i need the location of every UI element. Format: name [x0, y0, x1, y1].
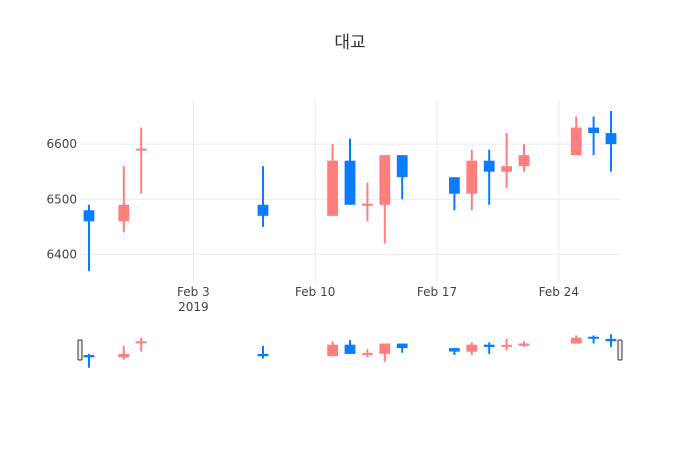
candle-mini	[501, 338, 512, 351]
candle-body	[501, 166, 512, 172]
y-tick-label: 6500	[46, 192, 77, 206]
candle-body-mini	[379, 343, 391, 354]
x-tick-label: Feb 17	[417, 285, 457, 299]
candle-mini	[466, 342, 478, 356]
candle	[396, 155, 408, 200]
candle-body	[449, 177, 460, 194]
candle-mini	[518, 341, 530, 347]
candle	[570, 116, 582, 156]
candle-body	[135, 148, 147, 151]
x-tick-label: Feb 10	[295, 285, 335, 299]
candle-mini	[135, 337, 147, 352]
candle	[518, 144, 530, 172]
candle	[118, 166, 130, 233]
candle-body	[83, 210, 95, 222]
candle-body-mini	[118, 353, 130, 358]
candle-body-mini	[588, 336, 599, 339]
candle	[501, 133, 512, 189]
candle-body	[257, 204, 269, 216]
candle-mini	[379, 343, 391, 362]
candle	[379, 155, 391, 244]
candle-body-mini	[466, 344, 478, 352]
candle	[449, 177, 460, 211]
candle	[362, 182, 373, 222]
candle-body-mini	[518, 343, 530, 346]
candle-body-mini	[327, 344, 338, 357]
candle-body-mini	[605, 338, 617, 342]
candle	[83, 204, 95, 271]
candle-mini	[257, 345, 269, 359]
candle	[483, 149, 495, 205]
candle-mini	[327, 341, 338, 357]
range-slider-candles	[83, 334, 617, 368]
candle-mini	[396, 343, 408, 353]
candle-body	[588, 127, 599, 134]
y-axis: 6400 6500 6600	[46, 137, 77, 261]
candle-body-mini	[362, 352, 373, 355]
candle-mini	[570, 335, 582, 344]
candle-body	[344, 160, 356, 205]
candle-body	[605, 133, 617, 145]
candle-body	[466, 160, 478, 194]
candle-mini	[83, 353, 95, 368]
candle	[344, 138, 356, 205]
candle-mini	[449, 348, 460, 356]
candle-body-mini	[83, 355, 95, 358]
candle	[257, 166, 269, 227]
candle-body-mini	[501, 344, 512, 347]
candle-body-mini	[449, 348, 460, 352]
range-slider-left-handle[interactable]	[77, 339, 83, 361]
x-tick-sublabel: 2019	[178, 300, 209, 314]
candles-plot	[83, 111, 617, 271]
candle-body-mini	[257, 353, 269, 357]
candle-mini	[118, 345, 130, 360]
candle-mini	[344, 340, 356, 354]
candle-body-mini	[396, 343, 408, 349]
candle-body-mini	[344, 344, 356, 354]
y-tick-label: 6400	[46, 247, 77, 261]
candle	[327, 144, 338, 216]
candle-body-mini	[570, 337, 582, 344]
candle-body	[396, 155, 408, 178]
candle-body	[570, 127, 582, 156]
candle-body	[483, 160, 495, 172]
candle-body	[518, 155, 530, 167]
x-tick-label: Feb 24	[539, 285, 579, 299]
candle-body-mini	[483, 344, 495, 347]
range-slider[interactable]	[77, 332, 623, 370]
candle-mini	[362, 349, 373, 358]
candle	[135, 127, 147, 194]
candle-body-mini	[135, 341, 147, 344]
candle	[466, 149, 478, 211]
candle-mini	[483, 342, 495, 354]
candle-body	[379, 155, 391, 205]
candle	[588, 116, 599, 156]
candle	[605, 111, 617, 172]
candle-body	[362, 203, 373, 206]
candle-mini	[605, 334, 617, 347]
candle-body	[118, 204, 130, 222]
chart-title: 대교	[334, 33, 365, 53]
range-slider-right-handle[interactable]	[617, 339, 623, 361]
y-tick-label: 6600	[46, 137, 77, 151]
candle-mini	[588, 335, 599, 344]
candle-body	[327, 160, 338, 216]
x-tick-label: Feb 3	[177, 285, 210, 299]
